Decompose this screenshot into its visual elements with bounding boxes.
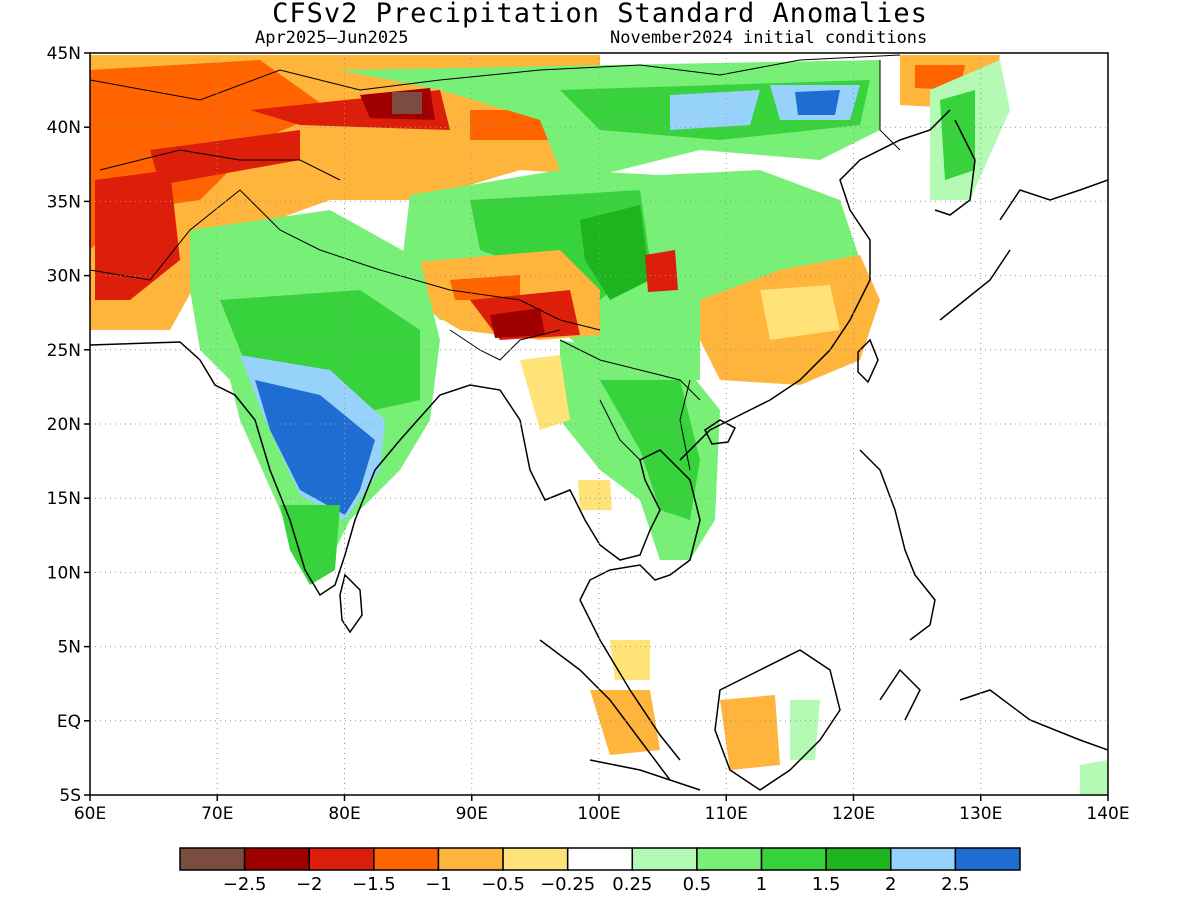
axis-ticks: 60E 70E 80E 90E 100E 110E 120E 130E 140E 45N 40N 35… (47, 44, 1130, 824)
lat-tick-label: 40N (47, 118, 81, 138)
lat-tick-label: 25N (47, 341, 81, 361)
colorbar-label: 2.5 (941, 874, 970, 895)
country-borders (90, 54, 901, 471)
anomaly-shading (90, 55, 1108, 795)
lat-tick-label: 30N (47, 267, 81, 287)
colorbar-swatch (954, 847, 1021, 871)
lat-tick-label: EQ (57, 712, 81, 732)
lon-tick-label: 100E (577, 804, 620, 824)
lon-tick-label: 80E (328, 804, 360, 824)
colorbar-swatch (631, 847, 698, 871)
colorbar-label: −1 (425, 874, 452, 895)
colorbar-label: −0.5 (481, 874, 525, 895)
lat-tick-label: 10N (47, 563, 81, 583)
colorbar-swatch (502, 847, 569, 871)
lon-tick-label: 90E (456, 804, 488, 824)
colorbar-label: 1 (756, 874, 767, 895)
coastlines (90, 109, 1108, 791)
gridlines (90, 53, 1108, 795)
lat-tick-label: 45N (47, 44, 81, 64)
colorbar: −2.5 −2 −1.5 −1 −0.5 −0.25 0.25 0.5 1 1.5 2 2.5 (179, 847, 1021, 895)
lon-tick-label: 130E (959, 804, 1002, 824)
colorbar-swatch (890, 847, 957, 871)
colorbar-label: 0.25 (612, 874, 652, 895)
colorbar-label: −2.5 (223, 874, 267, 895)
colorbar-swatch (437, 847, 504, 871)
lat-tick-label: 15N (47, 489, 81, 509)
colorbar-label: −0.25 (540, 874, 595, 895)
lon-tick-label: 140E (1086, 804, 1129, 824)
lon-tick-label: 120E (832, 804, 875, 824)
lat-tick-label: 35N (47, 192, 81, 212)
colorbar-label: 1.5 (812, 874, 841, 895)
colorbar-swatch (760, 847, 827, 871)
colorbar-label: 0.5 (683, 874, 712, 895)
initial-conditions: November2024 initial conditions (610, 28, 928, 48)
lat-tick-label: 5S (59, 786, 81, 806)
colorbar-label: −2 (296, 874, 323, 895)
lat-tick-label: 5N (57, 638, 81, 658)
forecast-period: Apr2025–Jun2025 (255, 28, 409, 48)
colorbar-swatch (566, 847, 634, 871)
lat-tick-label: 20N (47, 415, 81, 435)
colorbar-label: 2 (885, 874, 896, 895)
colorbar-swatch (179, 847, 246, 871)
colorbar-swatch (373, 847, 440, 871)
lon-tick-label: 110E (705, 804, 748, 824)
colorbar-swatch (825, 847, 892, 871)
page-title: CFSv2 Precipitation Standard Anomalies (272, 0, 928, 29)
colorbar-swatch (696, 847, 763, 871)
lon-tick-label: 70E (201, 804, 233, 824)
lon-tick-label: 60E (74, 804, 106, 824)
colorbar-swatch (243, 847, 310, 871)
colorbar-swatch (308, 847, 375, 871)
colorbar-label: −1.5 (352, 874, 396, 895)
